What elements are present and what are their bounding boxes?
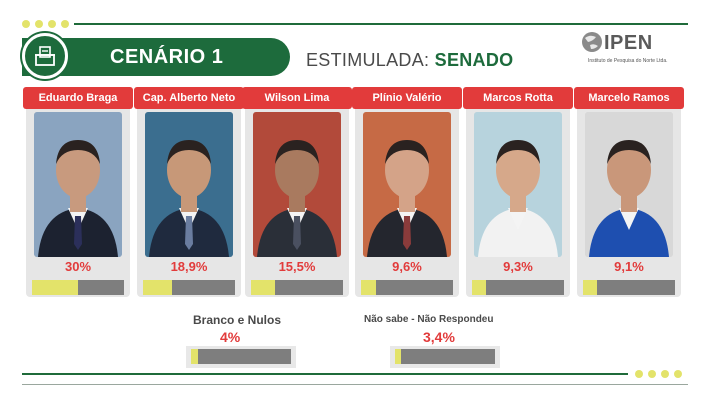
candidate-name: Marcos Rotta: [463, 87, 573, 109]
candidate-bar-fill: [143, 280, 172, 295]
others-bar-box: [186, 346, 296, 368]
candidate-bar: [143, 280, 235, 295]
deco-dot: [635, 370, 643, 378]
candidate-photo: [585, 112, 673, 257]
bottom-rule: [22, 373, 628, 375]
logo-name: IPEN: [604, 32, 653, 54]
candidate-card: Wilson Lima 15,5%: [242, 87, 352, 297]
deco-dot: [648, 370, 656, 378]
deco-dot: [35, 20, 43, 28]
candidate-name: Plínio Valério: [352, 87, 462, 109]
others-label: Branco e Nulos: [193, 313, 282, 327]
candidate-card: Cap. Alberto Neto 18,9%: [134, 87, 244, 297]
candidate-percent: 9,3%: [503, 259, 533, 274]
subtitle-prefix: ESTIMULADA:: [306, 50, 430, 70]
candidate-name: Marcelo Ramos: [574, 87, 684, 109]
undecided-bar: [395, 349, 495, 364]
globe-icon: [582, 32, 602, 52]
page-title: CENÁRIO 1: [110, 46, 224, 68]
candidate-percent: 15,5%: [278, 259, 316, 274]
undecided-bar-fill: [395, 349, 401, 364]
undecided-label: Não sabe - Não Respondeu: [364, 314, 494, 325]
candidate-photo: [363, 112, 451, 257]
subtitle-highlight: SENADO: [434, 50, 514, 70]
others-bar-fill: [191, 349, 198, 364]
candidate-bar: [472, 280, 564, 295]
deco-dot: [48, 20, 56, 28]
candidate-percent: 9,6%: [392, 259, 422, 274]
candidate-bar-fill: [32, 280, 78, 295]
deco-dot: [22, 20, 30, 28]
candidate-bar: [32, 280, 124, 295]
candidate-photo: [145, 112, 233, 257]
page-subtitle: ESTIMULADA: SENADO: [306, 50, 513, 71]
candidate-bar-fill: [583, 280, 597, 295]
candidate-name: Wilson Lima: [242, 87, 352, 109]
others-bar: [191, 349, 291, 364]
deco-dot: [661, 370, 669, 378]
undecided-percent: 3,4%: [423, 329, 455, 345]
deco-dot: [61, 20, 69, 28]
others-percent: 4%: [220, 329, 241, 345]
top-rule: [74, 23, 688, 25]
bottom-rule-thin: [22, 384, 688, 385]
candidate-percent: 9,1%: [614, 259, 644, 274]
candidate-bar-fill: [361, 280, 376, 295]
logo-tagline: Instituto de Pesquisa do Norte Ltda.: [588, 58, 668, 64]
candidate-name: Cap. Alberto Neto: [134, 87, 244, 109]
candidate-percent: 30%: [64, 259, 92, 274]
candidate-percent: 18,9%: [170, 259, 208, 274]
candidate-photo: [253, 112, 341, 257]
candidate-card: Eduardo Braga 30%: [23, 87, 133, 297]
candidate-card: Plínio Valério 9,6%: [352, 87, 462, 297]
candidate-card: Marcelo Ramos 9,1%: [574, 87, 684, 297]
ballot-box-icon: [22, 33, 68, 79]
candidate-bar: [361, 280, 453, 295]
candidate-photo: [34, 112, 122, 257]
candidate-card: Marcos Rotta 9,3%: [463, 87, 573, 297]
candidate-photo: [474, 112, 562, 257]
candidate-name: Eduardo Braga: [23, 87, 133, 109]
deco-dot: [674, 370, 682, 378]
undecided-bar-box: [390, 346, 500, 368]
candidate-bar-fill: [472, 280, 487, 295]
candidate-bar: [251, 280, 343, 295]
candidate-bar-fill: [251, 280, 275, 295]
candidate-bar: [583, 280, 675, 295]
